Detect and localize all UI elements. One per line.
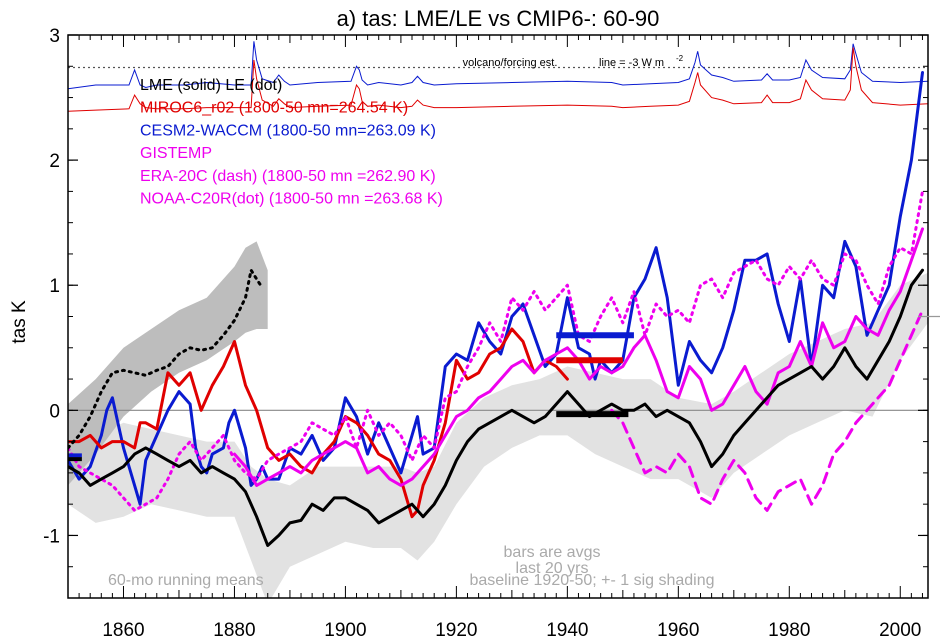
- x-tick-label: 1900: [324, 620, 366, 641]
- legend-entry: ERA-20C (dash) (1800-50 mn =262.90 K): [140, 168, 436, 185]
- series-line-miroc6-r02-solid: [68, 327, 569, 519]
- plot-area: -1 0 1 2 3 1860 1880 1900 1920 1940 1960 1980 2000 LM…: [43, 26, 940, 641]
- forcing-line-1: [68, 47, 928, 112]
- y-axis-label: tas K: [9, 300, 30, 344]
- forcing-line-superscript: -2: [676, 54, 684, 63]
- forcing-annotation: volcano/forcing est.: [463, 57, 558, 69]
- y-tick-label: 1: [49, 276, 60, 297]
- x-tick-label: 1860: [102, 620, 144, 641]
- forcing-line-0: [68, 41, 928, 90]
- forcing-line-annotation: line = -3 W m: [599, 57, 664, 69]
- plot-content: [68, 41, 928, 598]
- bars-note-line-1: bars are avgs: [504, 544, 601, 561]
- x-tick-label: 2000: [879, 620, 921, 641]
- baseline-note: baseline 1920-50; +- 1 sig shading: [469, 572, 714, 589]
- y-tick-label: 0: [49, 401, 60, 422]
- bars-note-line-2: last 20 yrs: [516, 560, 589, 577]
- series-line-cesm2-waccm-solid: [68, 71, 924, 506]
- x-tick-label: 1880: [213, 620, 255, 641]
- series-line-era-20c-dash: [610, 308, 924, 512]
- spread-shading-1: [68, 241, 268, 486]
- legend-entry: NOAA-C20R(dot) (1800-50 mn =263.68 K): [140, 191, 443, 208]
- y-tick-label: 2: [49, 151, 60, 172]
- legend-entry: LME (solid) LE (dot): [140, 77, 282, 94]
- x-tick-label: 1940: [546, 620, 588, 641]
- chart-title: a) tas: LME/LE vs CMIP6-: 60-90: [337, 6, 660, 31]
- legend-entry: GISTEMP: [140, 145, 212, 162]
- y-tick-label: 3: [49, 26, 60, 47]
- x-tick-label: 1920: [435, 620, 477, 641]
- legend-entry: CESM2-WACCM (1800-50 mn=263.09 K): [140, 122, 436, 139]
- series-line-noaa-c20r-dot: [68, 189, 924, 512]
- y-tick-label: -1: [43, 526, 60, 547]
- legend-entry: MIROC6_r02 (1800-50 mn=264.54 K): [140, 100, 408, 117]
- series-line-lme-solid: [68, 268, 924, 547]
- spread-shading-0: [68, 272, 928, 598]
- series-line-le-dot: [68, 268, 264, 450]
- x-tick-label: 1980: [768, 620, 810, 641]
- running-means-note: 60-mo running means: [108, 572, 264, 589]
- x-tick-label: 1960: [657, 620, 699, 641]
